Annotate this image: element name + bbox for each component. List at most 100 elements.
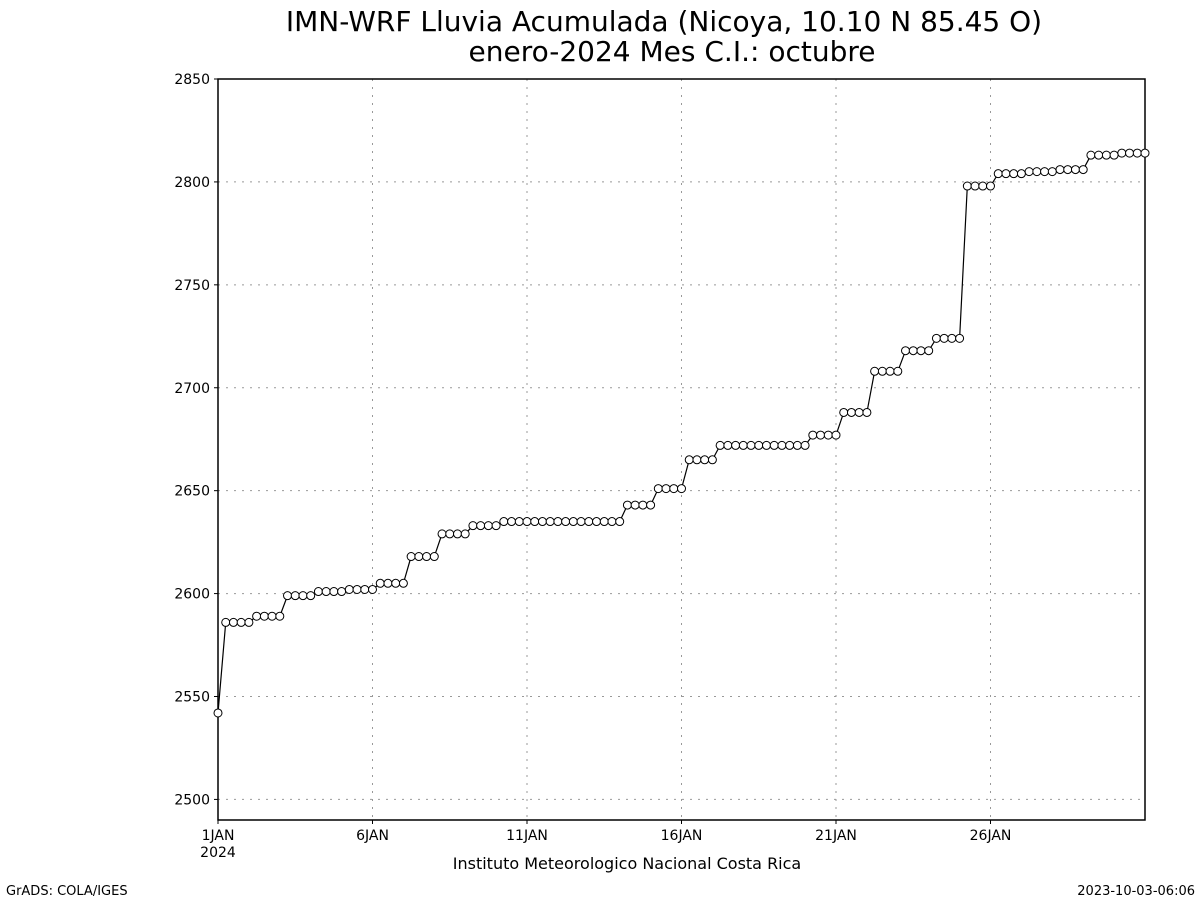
x-tick-label: 11JAN: [506, 828, 548, 844]
data-point: [391, 578, 401, 588]
data-point: [947, 333, 957, 343]
data-point: [561, 517, 571, 527]
x-tick-label: 6JAN: [356, 828, 389, 844]
data-point: [460, 529, 470, 539]
chart-subtitle: enero-2024 Mes C.I.: octubre: [469, 35, 876, 68]
data-point: [228, 617, 238, 627]
data-point: [383, 578, 393, 588]
data-point: [862, 407, 872, 417]
data-point: [661, 484, 671, 494]
data-point: [499, 517, 509, 527]
data-point: [615, 517, 625, 527]
data-point: [707, 455, 717, 465]
data-point: [877, 366, 887, 376]
data-point: [622, 500, 632, 510]
data-point: [452, 529, 462, 539]
data-point: [924, 346, 934, 356]
data-point: [785, 440, 795, 450]
data-point: [839, 407, 849, 417]
data-point: [476, 521, 486, 531]
data-point: [514, 517, 524, 527]
data-point: [1055, 165, 1065, 175]
data-point: [731, 440, 741, 450]
data-point: [630, 500, 640, 510]
data-point: [337, 587, 347, 597]
data-point: [769, 440, 779, 450]
data-point: [816, 430, 826, 440]
data-point: [885, 366, 895, 376]
data-point: [978, 181, 988, 191]
data-point: [213, 708, 223, 718]
data-point: [607, 517, 617, 527]
data-point: [422, 552, 432, 562]
data-point: [375, 578, 385, 588]
data-point: [599, 517, 609, 527]
data-point: [429, 552, 439, 562]
data-point: [221, 617, 231, 627]
data-point: [530, 517, 540, 527]
data-point: [507, 517, 517, 527]
data-point: [275, 611, 285, 621]
data-point: [754, 440, 764, 450]
data-point: [576, 517, 586, 527]
data-point: [344, 584, 354, 594]
data-point: [901, 346, 911, 356]
data-point: [545, 517, 555, 527]
data-point: [290, 591, 300, 601]
x-tick-label: 21JAN: [815, 828, 857, 844]
data-point: [1132, 148, 1142, 158]
data-point: [746, 440, 756, 450]
y-tick-label: 2700: [174, 381, 210, 397]
data-point: [414, 552, 424, 562]
plot-frame: [217, 78, 1146, 821]
data-point: [846, 407, 856, 417]
data-point: [916, 346, 926, 356]
data-point: [259, 611, 269, 621]
data-point: [1001, 169, 1011, 179]
y-tick-label: 2750: [174, 278, 210, 294]
y-tick-label: 2600: [174, 587, 210, 603]
data-point: [283, 591, 293, 601]
data-point: [329, 587, 339, 597]
data-point: [522, 517, 532, 527]
data-point: [854, 407, 864, 417]
institution-label: Instituto Meteorologico Nacional Costa R…: [453, 854, 801, 873]
data-point: [738, 440, 748, 450]
data-point: [870, 366, 880, 376]
data-point: [962, 181, 972, 191]
x-axis-ticks: 1JAN 6JAN 11JAN 16JAN 21JAN 26JAN: [202, 820, 1011, 844]
data-point: [692, 455, 702, 465]
data-point: [306, 591, 316, 601]
data-point: [761, 440, 771, 450]
data-point: [267, 611, 277, 621]
data-point: [468, 521, 478, 531]
y-tick-label: 2800: [174, 175, 210, 191]
data-point: [823, 430, 833, 440]
data-point: [677, 484, 686, 494]
data-point: [1101, 150, 1111, 160]
data-point: [1086, 150, 1096, 160]
data-point: [236, 617, 246, 627]
data-point: [313, 587, 323, 597]
data-point: [584, 517, 594, 527]
data-point: [483, 521, 493, 531]
data-point: [931, 333, 941, 343]
data-point: [1040, 167, 1050, 177]
x-tick-label: 1JAN: [202, 828, 235, 844]
data-point: [1032, 167, 1042, 177]
data-point: [360, 584, 370, 594]
data-point: [553, 517, 563, 527]
grid-lines: [217, 78, 1145, 820]
data-point: [321, 587, 331, 597]
data-point: [638, 500, 648, 510]
data-point: [1070, 165, 1080, 175]
data-point: [1047, 167, 1057, 177]
data-point: [646, 500, 656, 510]
data-point: [398, 578, 408, 588]
series-path: [217, 152, 1145, 714]
timestamp: 2023-10-03-06:06: [1077, 884, 1195, 899]
data-point: [537, 517, 547, 527]
data-point: [1094, 150, 1104, 160]
data-point: [1078, 165, 1088, 175]
